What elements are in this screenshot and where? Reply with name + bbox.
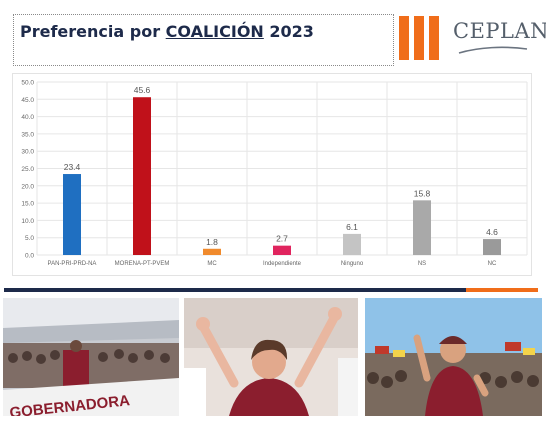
data-label: 2.7 bbox=[276, 234, 288, 244]
y-tick-label: 10.0 bbox=[21, 218, 34, 225]
logo-wordmark: CEPLAN bbox=[453, 19, 546, 43]
y-tick-label: 20.0 bbox=[21, 183, 34, 190]
divider-dark bbox=[4, 288, 466, 292]
data-label: 15.8 bbox=[414, 188, 431, 198]
y-tick-label: 30.0 bbox=[21, 149, 34, 156]
y-tick-label: 25.0 bbox=[21, 166, 34, 173]
bar-chart-svg: 0.0 5.0 10.0 15.0 20.0 25.0 30.0 35.0 40.0 45.0 50… bbox=[21, 80, 528, 267]
x-tick-label: PAN-PRI-PRD-NA bbox=[48, 261, 97, 267]
data-label: 45.6 bbox=[134, 85, 151, 95]
logo-swoosh-icon bbox=[458, 46, 528, 54]
y-tick-label: 40.0 bbox=[21, 114, 34, 121]
y-tick-label: 0.0 bbox=[25, 253, 34, 260]
y-tick-label: 45.0 bbox=[21, 97, 34, 104]
bar bbox=[273, 245, 291, 255]
title-emphasis: COALICIÓN bbox=[165, 22, 264, 41]
x-tick-label: MORENA-PT-PVEM bbox=[115, 261, 170, 267]
x-tick-label: Independiente bbox=[263, 261, 302, 267]
coalition-preference-chart: 0.0 5.0 10.0 15.0 20.0 25.0 30.0 35.0 40.0 45.0 50… bbox=[12, 73, 532, 276]
x-tick-label: NC bbox=[488, 261, 497, 267]
logo-bar bbox=[429, 16, 439, 60]
bar bbox=[63, 174, 81, 255]
divider-accent bbox=[466, 288, 538, 292]
data-label: 1.8 bbox=[206, 237, 218, 247]
title-year: 2023 bbox=[269, 22, 314, 41]
y-tick-label: 50.0 bbox=[21, 80, 34, 87]
ceplan-logo: CEPLAN bbox=[399, 16, 546, 62]
bar bbox=[483, 239, 501, 255]
victory-celebration-photo bbox=[184, 298, 358, 416]
y-tick-label: 35.0 bbox=[21, 131, 34, 138]
data-label: 4.6 bbox=[486, 227, 498, 237]
title-prefix: Preferencia por bbox=[20, 22, 161, 41]
y-tick-label: 5.0 bbox=[25, 235, 34, 242]
logo-bar bbox=[399, 16, 409, 60]
x-tick-label: Ninguno bbox=[341, 261, 364, 267]
bar bbox=[413, 200, 431, 255]
x-tick-label: NS bbox=[418, 261, 426, 267]
bar bbox=[203, 248, 221, 255]
title-box: Preferencia por COALICIÓN 2023 bbox=[13, 14, 394, 66]
x-tick-label: MC bbox=[207, 261, 217, 267]
y-tick-label: 15.0 bbox=[21, 201, 34, 208]
campaign-stage-photo: GOBERNADORA bbox=[3, 298, 179, 416]
page-title: Preferencia por COALICIÓN 2023 bbox=[20, 22, 314, 41]
data-label: 23.4 bbox=[64, 162, 81, 172]
bar bbox=[133, 97, 151, 255]
data-label: 6.1 bbox=[346, 222, 358, 232]
logo-bar bbox=[414, 16, 424, 60]
bar bbox=[343, 233, 361, 255]
crowd-rally-photo bbox=[365, 298, 542, 416]
